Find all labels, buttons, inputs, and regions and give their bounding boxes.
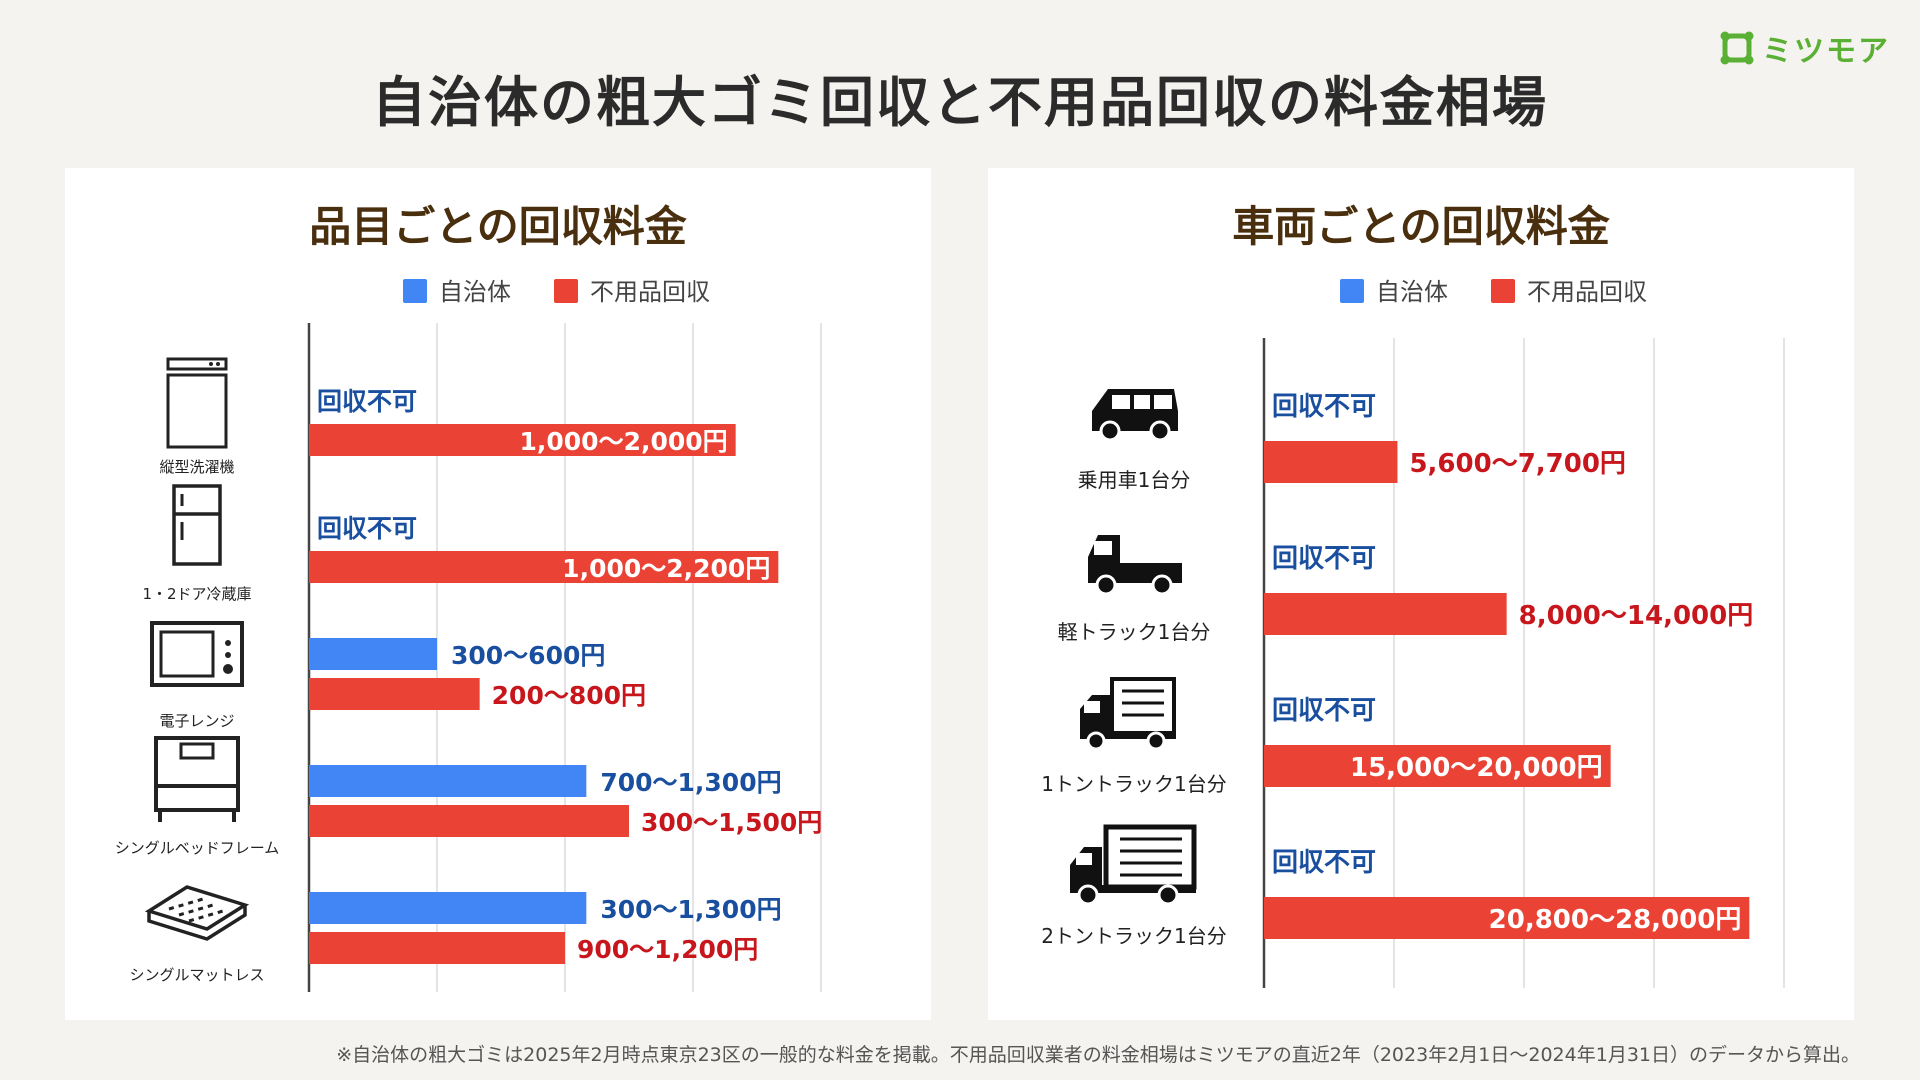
category-label: 軽トラック1台分 xyxy=(1058,620,1211,644)
municipal-value-label: 300〜1,300円 xyxy=(600,895,781,924)
municipal-value-label: 回収不可 xyxy=(1272,392,1376,422)
chart-legend: 自治体 不用品回収 xyxy=(403,278,710,306)
disposal-bar xyxy=(1264,745,1611,787)
municipal-value-label: 回収不可 xyxy=(317,514,417,543)
legend-label-disposal: 不用品回収 xyxy=(1527,278,1647,306)
one-ton-truck-icon xyxy=(1080,677,1176,751)
washing-machine-icon xyxy=(166,357,228,449)
category-label: 乗用車1台分 xyxy=(1078,468,1191,492)
municipal-value-label: 回収不可 xyxy=(1272,696,1376,726)
legend-swatch-municipal xyxy=(403,279,427,303)
category-label: 電子レンジ xyxy=(159,712,234,730)
minivan-icon xyxy=(1092,389,1178,442)
footnote: ※自治体の粗大ゴミは2025年2月時点東京23区の一般的な料金を掲載。不用品回収… xyxy=(336,1044,1860,1066)
mattress-icon xyxy=(144,885,250,941)
disposal-value-label: 8,000〜14,000円 xyxy=(1519,601,1754,631)
municipal-value-label: 回収不可 xyxy=(317,387,417,416)
chart-legend: 自治体 不用品回収 xyxy=(1340,278,1647,306)
category-label: 2トントラック1台分 xyxy=(1041,924,1226,948)
legend-swatch-disposal xyxy=(554,279,578,303)
bed-icon xyxy=(154,736,240,822)
item-chart-title: 品目ごとの回収料金 xyxy=(309,202,687,251)
disposal-bar xyxy=(1264,441,1398,483)
disposal-value-label: 5,600〜7,700円 xyxy=(1409,449,1625,479)
category-label: 1トントラック1台分 xyxy=(1041,772,1226,796)
municipal-bar xyxy=(309,892,587,924)
disposal-bar xyxy=(1264,593,1507,635)
disposal-value-label: 1,000〜2,000円 xyxy=(520,427,728,456)
vehicle-chart-title: 車両ごとの回収料金 xyxy=(1232,202,1610,251)
municipal-value-label: 回収不可 xyxy=(1272,848,1376,878)
disposal-bar xyxy=(309,551,779,583)
disposal-value-label: 20,800〜28,000円 xyxy=(1489,905,1742,935)
municipal-value-label: 回収不可 xyxy=(1272,544,1376,574)
municipal-bar xyxy=(309,638,437,670)
disposal-bar xyxy=(309,932,565,964)
vehicle-chart-panel: 車両ごとの回収料金 自治体 不用品回収 乗用車1台分 回収不可 5,600〜7,700円… xyxy=(988,168,1854,1020)
brand-name: ミツモア xyxy=(1762,34,1890,69)
disposal-bar xyxy=(309,424,736,456)
disposal-value-label: 15,000〜20,000円 xyxy=(1350,753,1603,783)
legend-label-disposal: 不用品回収 xyxy=(590,278,710,306)
microwave-icon xyxy=(150,621,244,687)
disposal-value-label: 900〜1,200円 xyxy=(577,935,758,964)
item-chart-panel: 品目ごとの回収料金 自治体 不用品回収 縦型洗濯機 回収不可 1,000〜2,000円 1… xyxy=(65,168,931,1020)
brand-logo: ミツモア xyxy=(1720,26,1890,70)
disposal-value-label: 1,000〜2,200円 xyxy=(562,554,770,583)
disposal-bar xyxy=(309,805,629,837)
two-ton-truck-icon xyxy=(1070,824,1197,906)
disposal-bar xyxy=(1264,897,1750,939)
disposal-value-label: 300〜1,500円 xyxy=(641,808,822,837)
mitsumore-logo-icon xyxy=(1720,31,1754,65)
vehicle-chart: 自治体 不用品回収乗用車1台分回収不可5,600〜7,700円軽トラック1台分回収… xyxy=(1041,278,1785,988)
legend-label-municipal: 自治体 xyxy=(1376,278,1448,306)
page-title: 自治体の粗大ゴミ回収と不用品回収の料金相場 xyxy=(372,71,1548,134)
refrigerator-icon xyxy=(172,484,222,566)
disposal-bar xyxy=(309,678,480,710)
legend-swatch-disposal xyxy=(1491,279,1515,303)
kei-truck-icon xyxy=(1088,535,1182,596)
category-label: シングルマットレス xyxy=(129,966,264,984)
legend-swatch-municipal xyxy=(1340,279,1364,303)
legend-label-municipal: 自治体 xyxy=(439,278,511,306)
municipal-bar xyxy=(309,765,587,797)
disposal-value-label: 200〜800円 xyxy=(492,681,646,710)
municipal-value-label: 700〜1,300円 xyxy=(600,768,781,797)
category-label: シングルベッドフレーム xyxy=(115,839,280,857)
category-label: 縦型洗濯機 xyxy=(159,458,234,476)
municipal-value-label: 300〜600円 xyxy=(451,641,605,670)
category-label: 1・2ドア冷蔵庫 xyxy=(142,585,251,603)
item-chart: 自治体 不用品回収縦型洗濯機回収不可1,000〜2,000円1・2ドア冷蔵庫回収不… xyxy=(115,278,822,992)
